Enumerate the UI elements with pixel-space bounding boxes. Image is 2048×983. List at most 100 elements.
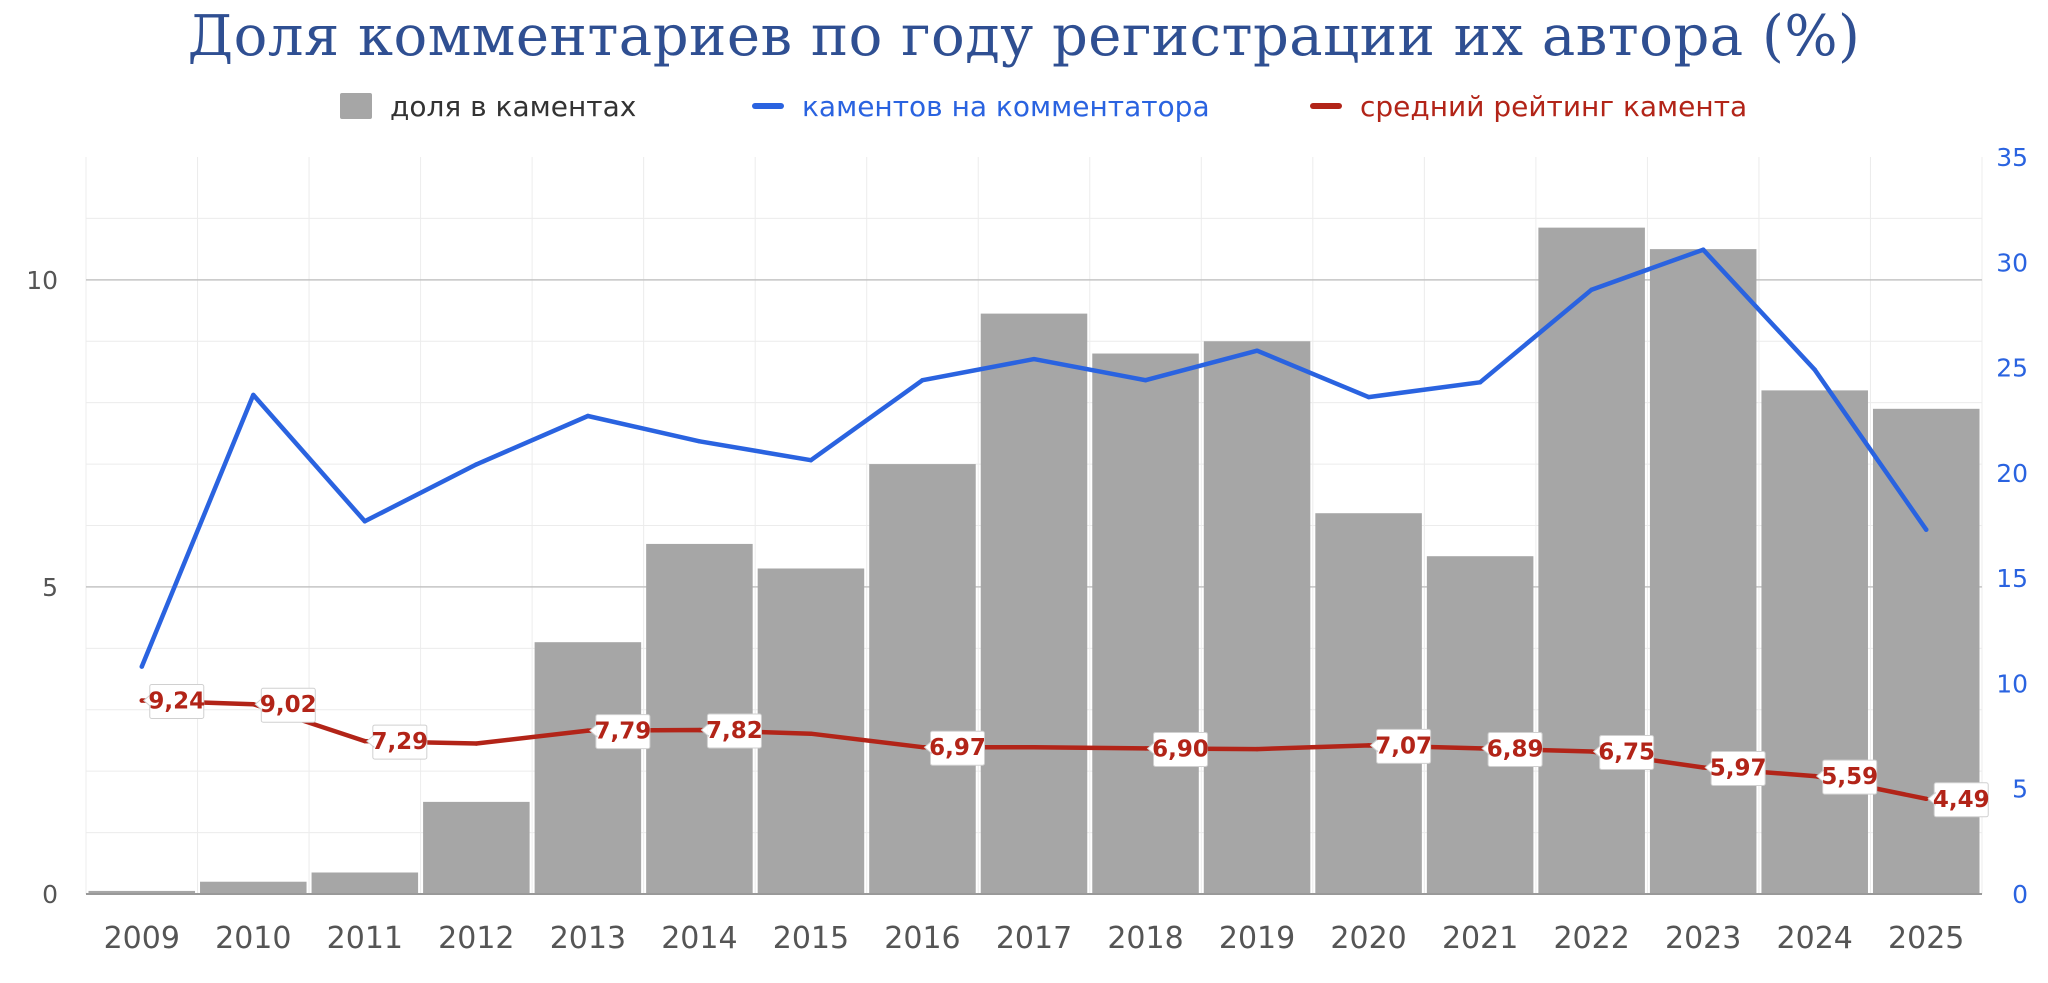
data-label-avg-rating-2014: 7,82: [700, 713, 763, 749]
point-comments-per-commenter-2017: [1031, 356, 1037, 362]
x-tick-label-2009: 2009: [104, 921, 180, 956]
x-tick-label-2019: 2019: [1219, 921, 1295, 956]
legend-item-avg-rating: средний рейтинг камента: [1310, 84, 1747, 128]
x-tick-label-2013: 2013: [550, 921, 626, 956]
data-label-pointer-join: [373, 736, 376, 747]
y-right-tick-label: 35: [1996, 143, 2028, 172]
data-label-pointer-join: [1934, 793, 1937, 804]
x-tick-label-2018: 2018: [1107, 921, 1183, 956]
data-label-pointer-join: [1377, 740, 1380, 751]
point-avg-rating-2017: [1031, 745, 1037, 750]
point-comments-per-commenter-2021: [1477, 380, 1483, 385]
data-label-text: 7,07: [1375, 733, 1432, 759]
x-tick-label-2024: 2024: [1777, 921, 1853, 956]
point-avg-rating-2009: [139, 698, 144, 703]
point-avg-rating-2018: [1143, 746, 1148, 751]
bar-2021: [1426, 556, 1534, 894]
bars-layer: [86, 227, 1982, 895]
point-avg-rating-2014: [697, 727, 702, 733]
bar-2020: [1315, 513, 1422, 894]
bar-2024: [1761, 390, 1868, 894]
y-right-tick-label: 15: [1996, 564, 2028, 593]
y-right-tick-label: 30: [1996, 248, 2028, 277]
point-comments-per-commenter-2024: [1812, 367, 1817, 372]
point-comments-per-commenter-2025: [1924, 527, 1929, 532]
data-label-text: 7,82: [706, 718, 763, 744]
data-label-text: 9,02: [260, 692, 317, 718]
data-label-text: 9,24: [148, 689, 205, 715]
legend-swatch-share: [340, 93, 372, 119]
legend-item-share: доля в каментах: [340, 84, 636, 128]
data-label-avg-rating-2025: 4,49: [1927, 782, 1990, 818]
data-label-pointer-join: [150, 695, 153, 706]
bar-2018: [1092, 353, 1199, 894]
bar-2025: [1872, 408, 1980, 894]
data-label-pointer-join: [596, 725, 599, 736]
legend-label-avg-rating: средний рейтинг камента: [1360, 89, 1748, 123]
x-tick-label-2015: 2015: [773, 921, 849, 956]
data-label-avg-rating-2024: 5,59: [1815, 759, 1878, 795]
data-label-avg-rating-2022: 6,75: [1592, 735, 1655, 771]
data-label-pointer-join: [930, 742, 933, 753]
legend-swatch-avg-rating: [1310, 103, 1342, 109]
point-comments-per-commenter-2014: [697, 439, 702, 444]
point-avg-rating-2024: [1812, 773, 1817, 779]
point-comments-per-commenter-2018: [1143, 378, 1148, 383]
bar-2017: [980, 313, 1088, 894]
point-avg-rating-2019: [1254, 746, 1260, 752]
bar-2023: [1649, 249, 1757, 894]
point-avg-rating-2022: [1589, 749, 1594, 754]
x-tick-label-2025: 2025: [1888, 921, 1964, 956]
point-avg-rating-2013: [585, 728, 591, 733]
data-labels-layer: 9,24 9,02 7,29 7,79 7,82 6,97 6,90 7,07 6,89 6,75…: [142, 684, 1990, 818]
data-label-text: 7,29: [371, 729, 428, 755]
data-label-text: 7,79: [595, 719, 652, 745]
point-avg-rating-2020: [1366, 743, 1371, 748]
point-comments-per-commenter-2019: [1254, 348, 1260, 353]
legend-swatch-comments-per-commenter: [752, 103, 784, 109]
data-label-pointer-join: [1488, 743, 1491, 754]
bar-2016: [869, 464, 976, 894]
axes-layer: 2009 2010 2011 2012 2013 2014 2015 2016 2017 2018…: [26, 143, 2028, 956]
point-comments-per-commenter-2015: [808, 458, 814, 463]
data-label-text: 5,59: [1821, 764, 1878, 790]
point-avg-rating-2010: [251, 702, 256, 707]
data-label-pointer-join: [707, 725, 710, 736]
point-comments-per-commenter-2011: [362, 519, 368, 524]
bar-2019: [1203, 341, 1311, 894]
y-right-tick-label: 10: [1996, 669, 2028, 698]
y-right-tick-label: 25: [1996, 354, 2028, 383]
legend: доля в каментах каментов на комментатора…: [0, 84, 2048, 128]
point-avg-rating-2012: [474, 741, 479, 746]
point-avg-rating-2015: [808, 731, 814, 736]
point-comments-per-commenter-2012: [474, 462, 479, 467]
point-avg-rating-2023: [1700, 765, 1706, 770]
data-label-avg-rating-2009: 9,24: [142, 684, 205, 720]
data-label-avg-rating-2023: 5,97: [1704, 750, 1767, 786]
bar-2012: [423, 801, 530, 894]
data-label-text: 6,89: [1487, 736, 1544, 762]
point-comments-per-commenter-2022: [1589, 287, 1594, 292]
bar-2009: [88, 890, 196, 894]
chart-title: Доля комментариев по году регистрации их…: [187, 4, 1861, 69]
x-tick-label-2017: 2017: [996, 921, 1072, 956]
x-tick-label-2023: 2023: [1665, 921, 1741, 956]
data-label-avg-rating-2016: 6,97: [923, 730, 986, 766]
data-label-pointer-join: [1600, 746, 1603, 757]
x-tick-label-2020: 2020: [1330, 921, 1406, 956]
data-label-avg-rating-2011: 7,29: [366, 724, 428, 760]
data-label-pointer-join: [1711, 762, 1714, 773]
point-avg-rating-2021: [1477, 746, 1483, 751]
y-left-tick-label: 0: [42, 880, 58, 909]
y-right-tick-label: 5: [2012, 775, 2028, 804]
blue-line-layer: [139, 247, 1929, 669]
data-label-avg-rating-2018: 6,90: [1146, 731, 1209, 767]
data-label-text: 6,75: [1598, 740, 1655, 766]
point-avg-rating-2016: [920, 745, 925, 750]
legend-label-comments-per-commenter: каментов на комментатора: [802, 89, 1210, 123]
data-label-pointer-join: [1154, 743, 1157, 754]
x-tick-label-2016: 2016: [884, 921, 960, 956]
data-label-avg-rating-2010: 9,02: [254, 687, 317, 723]
data-label-text: 6,90: [1152, 736, 1209, 762]
